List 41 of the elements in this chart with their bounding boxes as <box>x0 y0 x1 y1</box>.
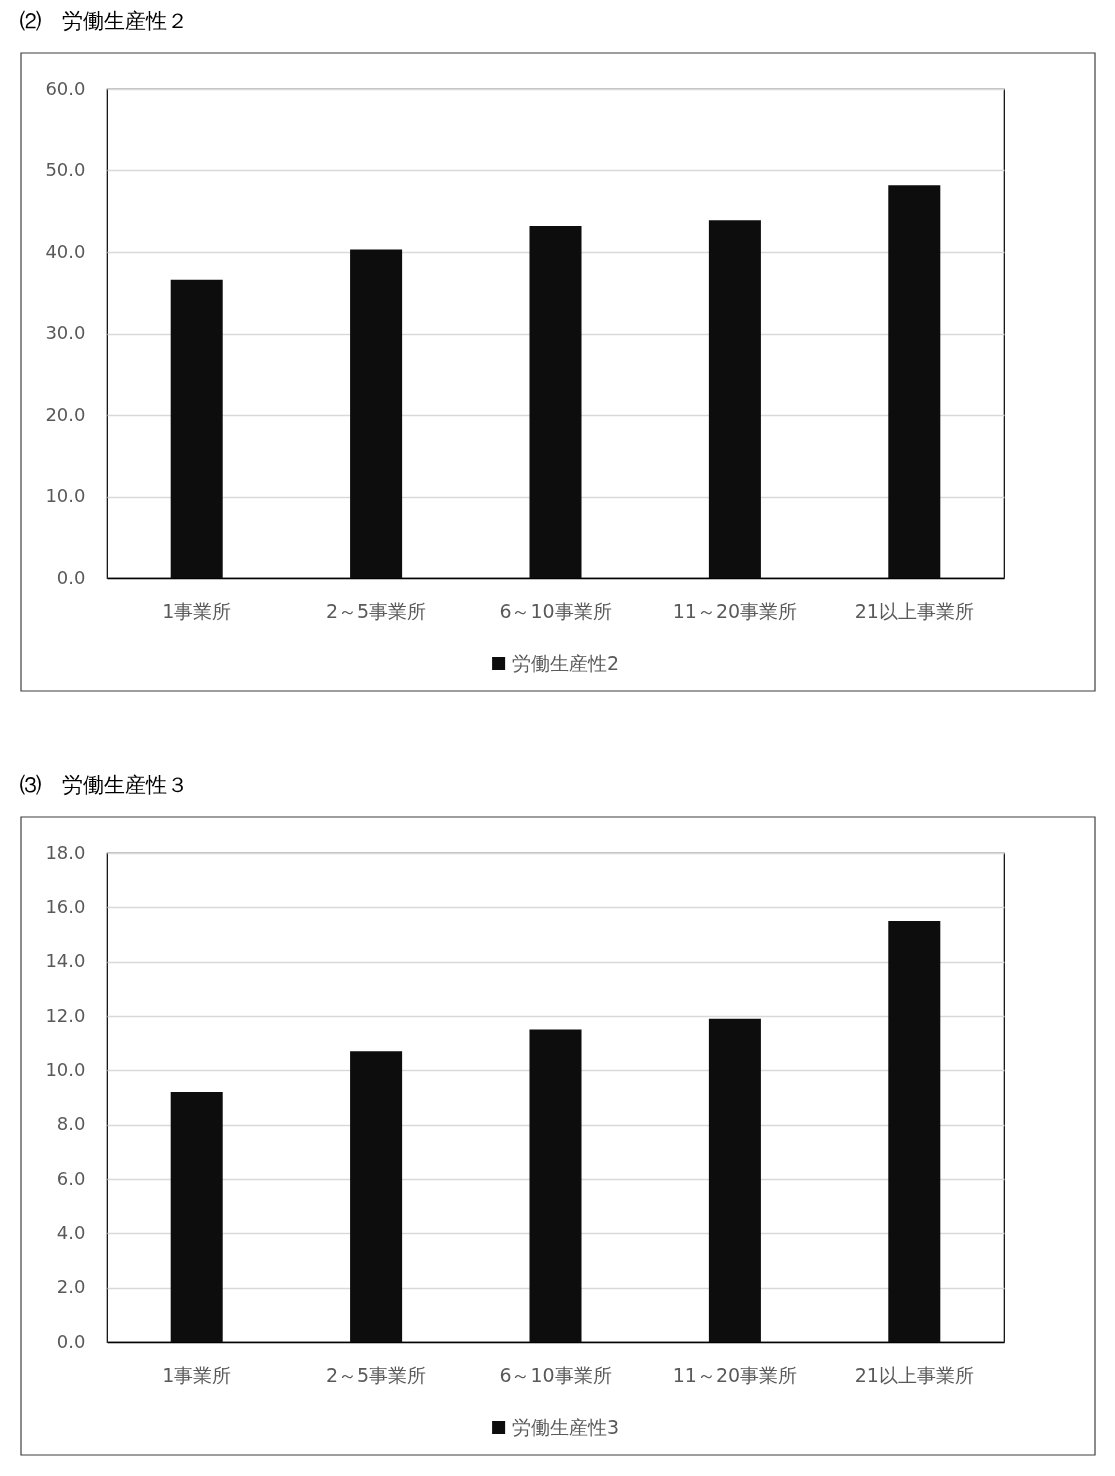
y-tick-label: 50.0 <box>45 159 86 180</box>
y-tick-label: 0.0 <box>56 1330 86 1352</box>
y-tick-label: 30.0 <box>45 322 86 343</box>
y-tick-label: 8.0 <box>56 1113 86 1135</box>
x-tick-label: 11～20事業所 <box>672 1363 798 1386</box>
bar <box>170 1092 223 1342</box>
y-tick-label: 18.0 <box>45 841 86 863</box>
chart-title: ⑵ 労働生産性２ <box>20 9 189 34</box>
y-tick-label: 10.0 <box>45 485 86 506</box>
x-tick-label: 6～10事業所 <box>499 1363 612 1386</box>
y-tick-label: 10.0 <box>45 1058 86 1080</box>
y-tick-label: 14.0 <box>45 950 86 972</box>
y-tick-label: 12.0 <box>45 1004 86 1026</box>
x-tick-label: 21以上事業所 <box>854 599 974 622</box>
y-tick-label: 16.0 <box>45 895 86 917</box>
y-tick-label: 40.0 <box>45 240 86 262</box>
bar <box>888 920 941 1342</box>
bar <box>350 249 403 578</box>
y-tick-label: 6.0 <box>56 1167 86 1189</box>
x-tick-label: 11～20事業所 <box>672 599 798 622</box>
bar <box>708 1018 761 1342</box>
y-tick-label: 2.0 <box>56 1276 86 1298</box>
bar <box>529 1029 582 1342</box>
x-tick-label: 2～5事業所 <box>326 1363 427 1386</box>
bar <box>350 1051 403 1342</box>
x-tick-label: 2～5事業所 <box>326 599 427 622</box>
y-tick-label: 4.0 <box>56 1221 86 1243</box>
bar <box>170 279 223 578</box>
legend-label: 労働生産性2 <box>512 651 620 674</box>
x-tick-label: 1事業所 <box>162 599 232 622</box>
bar <box>708 220 761 578</box>
bar <box>888 185 941 578</box>
x-tick-label: 6～10事業所 <box>499 599 612 622</box>
x-tick-label: 21以上事業所 <box>854 1363 974 1386</box>
y-tick-label: 0.0 <box>56 566 86 588</box>
legend-label: 労働生産性3 <box>512 1415 620 1438</box>
x-tick-label: 1事業所 <box>162 1363 232 1386</box>
bar <box>529 225 582 578</box>
chart-title: ⑶ 労働生産性３ <box>20 773 189 798</box>
y-tick-label: 60.0 <box>45 77 86 99</box>
y-tick-label: 20.0 <box>45 403 86 425</box>
